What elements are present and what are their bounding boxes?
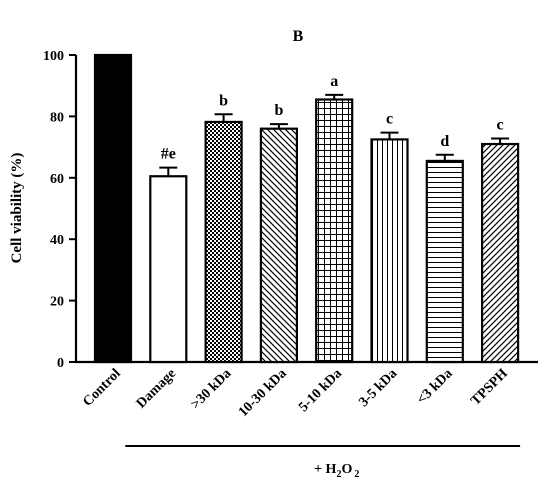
bar-7 <box>481 142 520 364</box>
treatment-prefix: + H <box>314 462 336 477</box>
y-tick-label: 80 <box>50 110 64 125</box>
x-tick-label: Control <box>80 366 124 410</box>
significance-labels: #e b b a c d c <box>161 73 504 163</box>
bar-2 <box>204 120 243 364</box>
x-tick-label: <3 kDa <box>414 366 455 407</box>
x-tick-label: Damage <box>134 366 179 411</box>
treatment-subscript-2: 2 <box>354 469 359 480</box>
bar-1 <box>149 175 188 364</box>
y-ticks: 0 20 40 60 80 100 <box>43 49 76 371</box>
significance-label: a <box>330 73 338 90</box>
chart-title: B <box>293 28 304 45</box>
significance-label: c <box>497 117 504 134</box>
significance-label: b <box>274 102 283 119</box>
significance-label: c <box>386 111 393 128</box>
treatment-subscript-1: 2 <box>336 469 341 480</box>
bar-4 <box>315 98 354 364</box>
y-tick-label: 40 <box>50 233 64 248</box>
y-tick-label: 20 <box>50 295 64 310</box>
bars <box>93 53 520 364</box>
x-tick-label: TPSPH <box>468 366 511 409</box>
treatment-middle: O <box>341 462 352 477</box>
bar-0 <box>93 53 133 364</box>
bar-3 <box>259 127 298 364</box>
treatment-label: + H2O 2 <box>314 462 359 480</box>
x-tick-label: >30 kDa <box>188 366 234 412</box>
significance-label: d <box>440 133 449 150</box>
x-tick-labels: Control Damage >30 kDa 10-30 kDa 5-10 kDa 3-5… <box>80 366 511 420</box>
significance-label: #e <box>161 146 176 163</box>
bar-6 <box>425 159 464 364</box>
y-tick-label: 0 <box>57 356 64 371</box>
y-axis-label: Cell viability (%) <box>9 153 25 264</box>
x-tick-label: 5-10 kDa <box>296 366 345 415</box>
x-tick-label: 10-30 kDa <box>236 366 290 420</box>
y-tick-label: 60 <box>50 172 64 187</box>
x-tick-label: 3-5 kDa <box>356 366 400 410</box>
y-tick-label: 100 <box>43 49 64 64</box>
bar-5 <box>370 138 409 364</box>
significance-label: b <box>219 92 228 109</box>
error-bars <box>159 93 510 177</box>
